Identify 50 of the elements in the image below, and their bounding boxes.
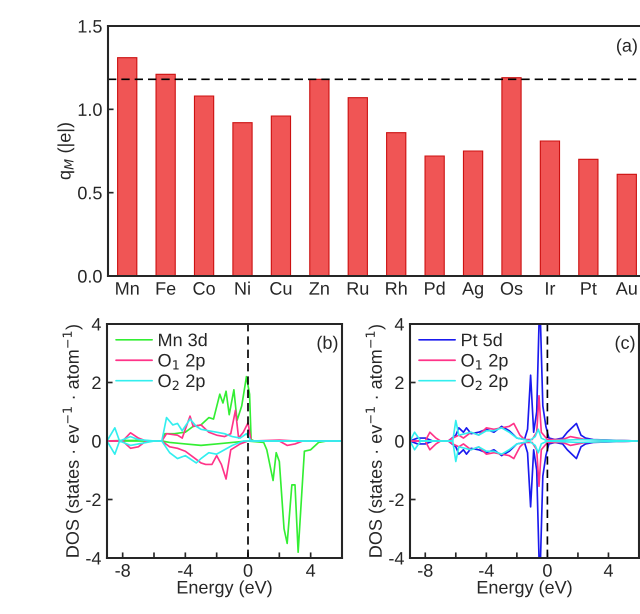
legend-label: Mn 3d [159, 333, 207, 346]
x-tick-label: Co [193, 282, 215, 295]
y-tick-label: 1.0 [78, 103, 102, 116]
y-tick-label: 4 [394, 318, 404, 331]
x-tick-label: Fe [156, 282, 176, 295]
x-tick-label: Pd [425, 282, 445, 295]
x-tick-label: Au [616, 282, 637, 295]
x-tick-label: Ag [462, 282, 483, 298]
x-tick-label: Rh [386, 282, 407, 295]
y-tick-label: -2 [389, 493, 404, 506]
x-tick-label: -4 [178, 564, 193, 577]
y-axis-title: q$_{M}$ (|e|) [57, 123, 74, 180]
x-tick-label: Ni [235, 282, 250, 295]
y-tick-label: 1.5 [78, 20, 102, 33]
annotation: (b) [318, 336, 338, 353]
y-axis-title: DOS (states · ev$^{−1}$ · atom$^{−1}$) [366, 325, 386, 557]
x-axis-title: Energy (eV) [478, 580, 572, 598]
x-tick-label: Ru [348, 282, 368, 295]
y-axis-title: DOS (states · ev$^{−1}$ · atom$^{−1}$) [62, 325, 82, 557]
x-tick-label: -8 [418, 564, 433, 577]
y-tick-label: 0.5 [78, 186, 102, 200]
y-tick-label: 0 [92, 434, 101, 448]
y-tick-label: 0 [395, 434, 404, 448]
annotation: (c) [616, 336, 634, 353]
x-tick-label: Mn [116, 282, 139, 295]
legend-label: O$_{1}$ 2p [461, 354, 508, 370]
legend-label: O$_{2}$ 2p [158, 374, 205, 391]
y-tick-label: 2 [92, 376, 101, 390]
legend-label: O$_{1}$ 2p [158, 354, 205, 370]
y-tick-label: -4 [389, 552, 404, 565]
x-tick-label: 4 [306, 564, 316, 577]
y-tick-label: 2 [395, 376, 404, 390]
annotation: (a) [616, 38, 637, 56]
legend-label: O$_{2}$ 2p [461, 374, 508, 391]
legend-label: Pt 5d [462, 333, 502, 346]
x-tick-label: Pt [581, 282, 597, 295]
x-axis-title: Energy (eV) [178, 580, 272, 598]
x-tick-label: -8 [115, 564, 130, 577]
x-tick-label: Ir [546, 282, 556, 295]
y-tick-label: -4 [86, 552, 101, 565]
x-tick-label: 0 [244, 564, 252, 577]
x-tick-label: Cu [270, 282, 292, 295]
x-tick-label: -4 [479, 564, 494, 577]
x-tick-label: 0 [543, 564, 552, 577]
y-tick-label: 0.0 [78, 270, 102, 283]
y-tick-label: 4 [92, 318, 101, 331]
x-tick-label: 4 [604, 564, 613, 577]
x-tick-label: Os [500, 282, 522, 295]
x-tick-label: Zn [309, 282, 329, 295]
y-tick-label: -2 [86, 493, 101, 506]
